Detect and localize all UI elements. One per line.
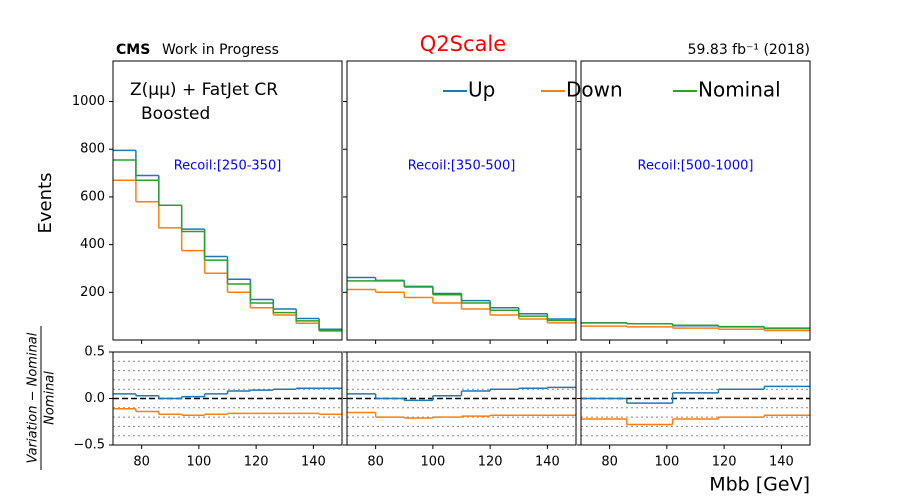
- legend-label: Down: [566, 78, 623, 102]
- region-label: Recoil:[500-1000]: [638, 159, 754, 174]
- chart-title: Q2Scale: [420, 32, 506, 56]
- x-tick-label: 100: [420, 455, 445, 470]
- x-tick-label: 80: [133, 455, 150, 470]
- y-tick-label: 400: [80, 237, 105, 252]
- x-tick-label: 100: [186, 455, 211, 470]
- region-label: Recoil:[250-350]: [174, 159, 282, 174]
- ratio-y-tick-label: 0.5: [84, 345, 105, 360]
- annotation: Boosted: [141, 104, 210, 124]
- x-tick-label: 120: [244, 455, 269, 470]
- annotation: Z(μμ) + FatJet CR: [130, 80, 278, 100]
- x-tick-label: 80: [601, 455, 618, 470]
- x-tick-label: 140: [769, 455, 794, 470]
- x-tick-label: 140: [301, 455, 326, 470]
- ratio-y-tick-label: −0.5: [73, 438, 105, 453]
- y-axis-label: Events: [35, 173, 56, 234]
- panel-frame: [346, 60, 577, 341]
- x-axis-label: Mbb [GeV]: [709, 474, 810, 496]
- legend-label: Nominal: [698, 78, 781, 102]
- y-tick-label: 800: [80, 142, 105, 157]
- status-label: Work in Progress: [162, 42, 279, 58]
- y-tick-label: 200: [80, 285, 105, 300]
- x-tick-label: 120: [712, 455, 737, 470]
- panel-frame: [112, 60, 343, 341]
- experiment-label: CMS: [116, 42, 150, 58]
- region-label: Recoil:[350-500]: [408, 159, 516, 174]
- legend-label: Up: [468, 78, 495, 102]
- ratio-y-label-denominator: Nominal: [43, 371, 58, 425]
- panel-frame: [580, 60, 811, 341]
- x-tick-label: 80: [367, 455, 384, 470]
- x-tick-label: 100: [654, 455, 679, 470]
- lumi-label: 59.83 fb⁻¹ (2018): [688, 42, 810, 58]
- y-tick-label: 1000: [72, 94, 105, 109]
- ratio-y-label-numerator: Variation − Nominal: [26, 332, 41, 463]
- x-tick-label: 120: [478, 455, 503, 470]
- ratio-y-tick-label: 0.0: [84, 391, 105, 406]
- y-tick-label: 600: [80, 189, 105, 204]
- x-tick-label: 140: [535, 455, 560, 470]
